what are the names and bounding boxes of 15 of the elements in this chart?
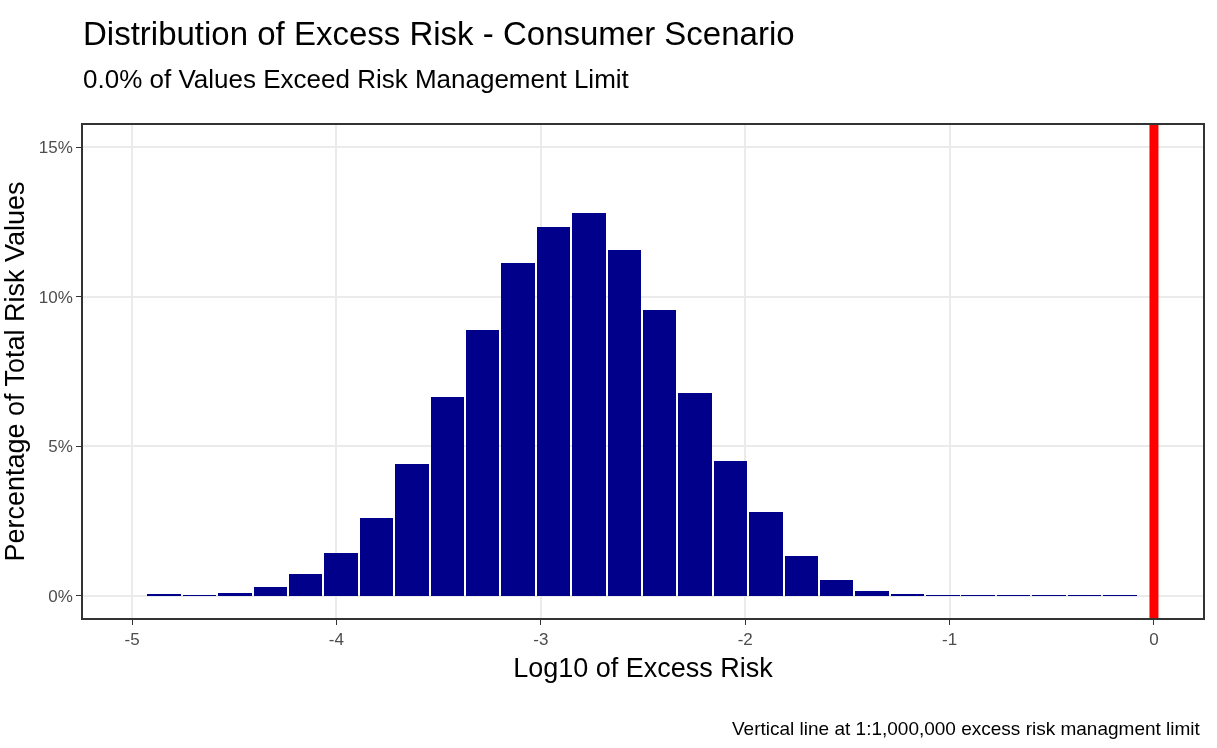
y-axis-title: Percentage of Total Risk Values xyxy=(0,181,30,562)
chart-subtitle: 0.0% of Values Exceed Risk Management Limit xyxy=(83,63,630,94)
x-tick-label: -4 xyxy=(328,630,344,650)
x-tick-label: -5 xyxy=(124,630,140,650)
y-tick-label: 0% xyxy=(48,586,73,606)
x-tick-label: -1 xyxy=(942,630,958,650)
x-axis-title: Log10 of Excess Risk xyxy=(513,653,774,684)
text: Vertical line at 1:1,000,000 excess risk managment limit xyxy=(732,718,1201,739)
y-tick-label: 10% xyxy=(38,287,73,307)
x-tick-label: -3 xyxy=(533,630,549,650)
y-tick-label: 5% xyxy=(48,437,73,457)
x-tick-label: -2 xyxy=(737,630,753,650)
y-tick-label: 15% xyxy=(38,138,73,158)
x-tick-label: 0 xyxy=(1149,630,1159,650)
chart-title: Distribution of Excess Risk - Consumer Scenario xyxy=(83,14,795,52)
